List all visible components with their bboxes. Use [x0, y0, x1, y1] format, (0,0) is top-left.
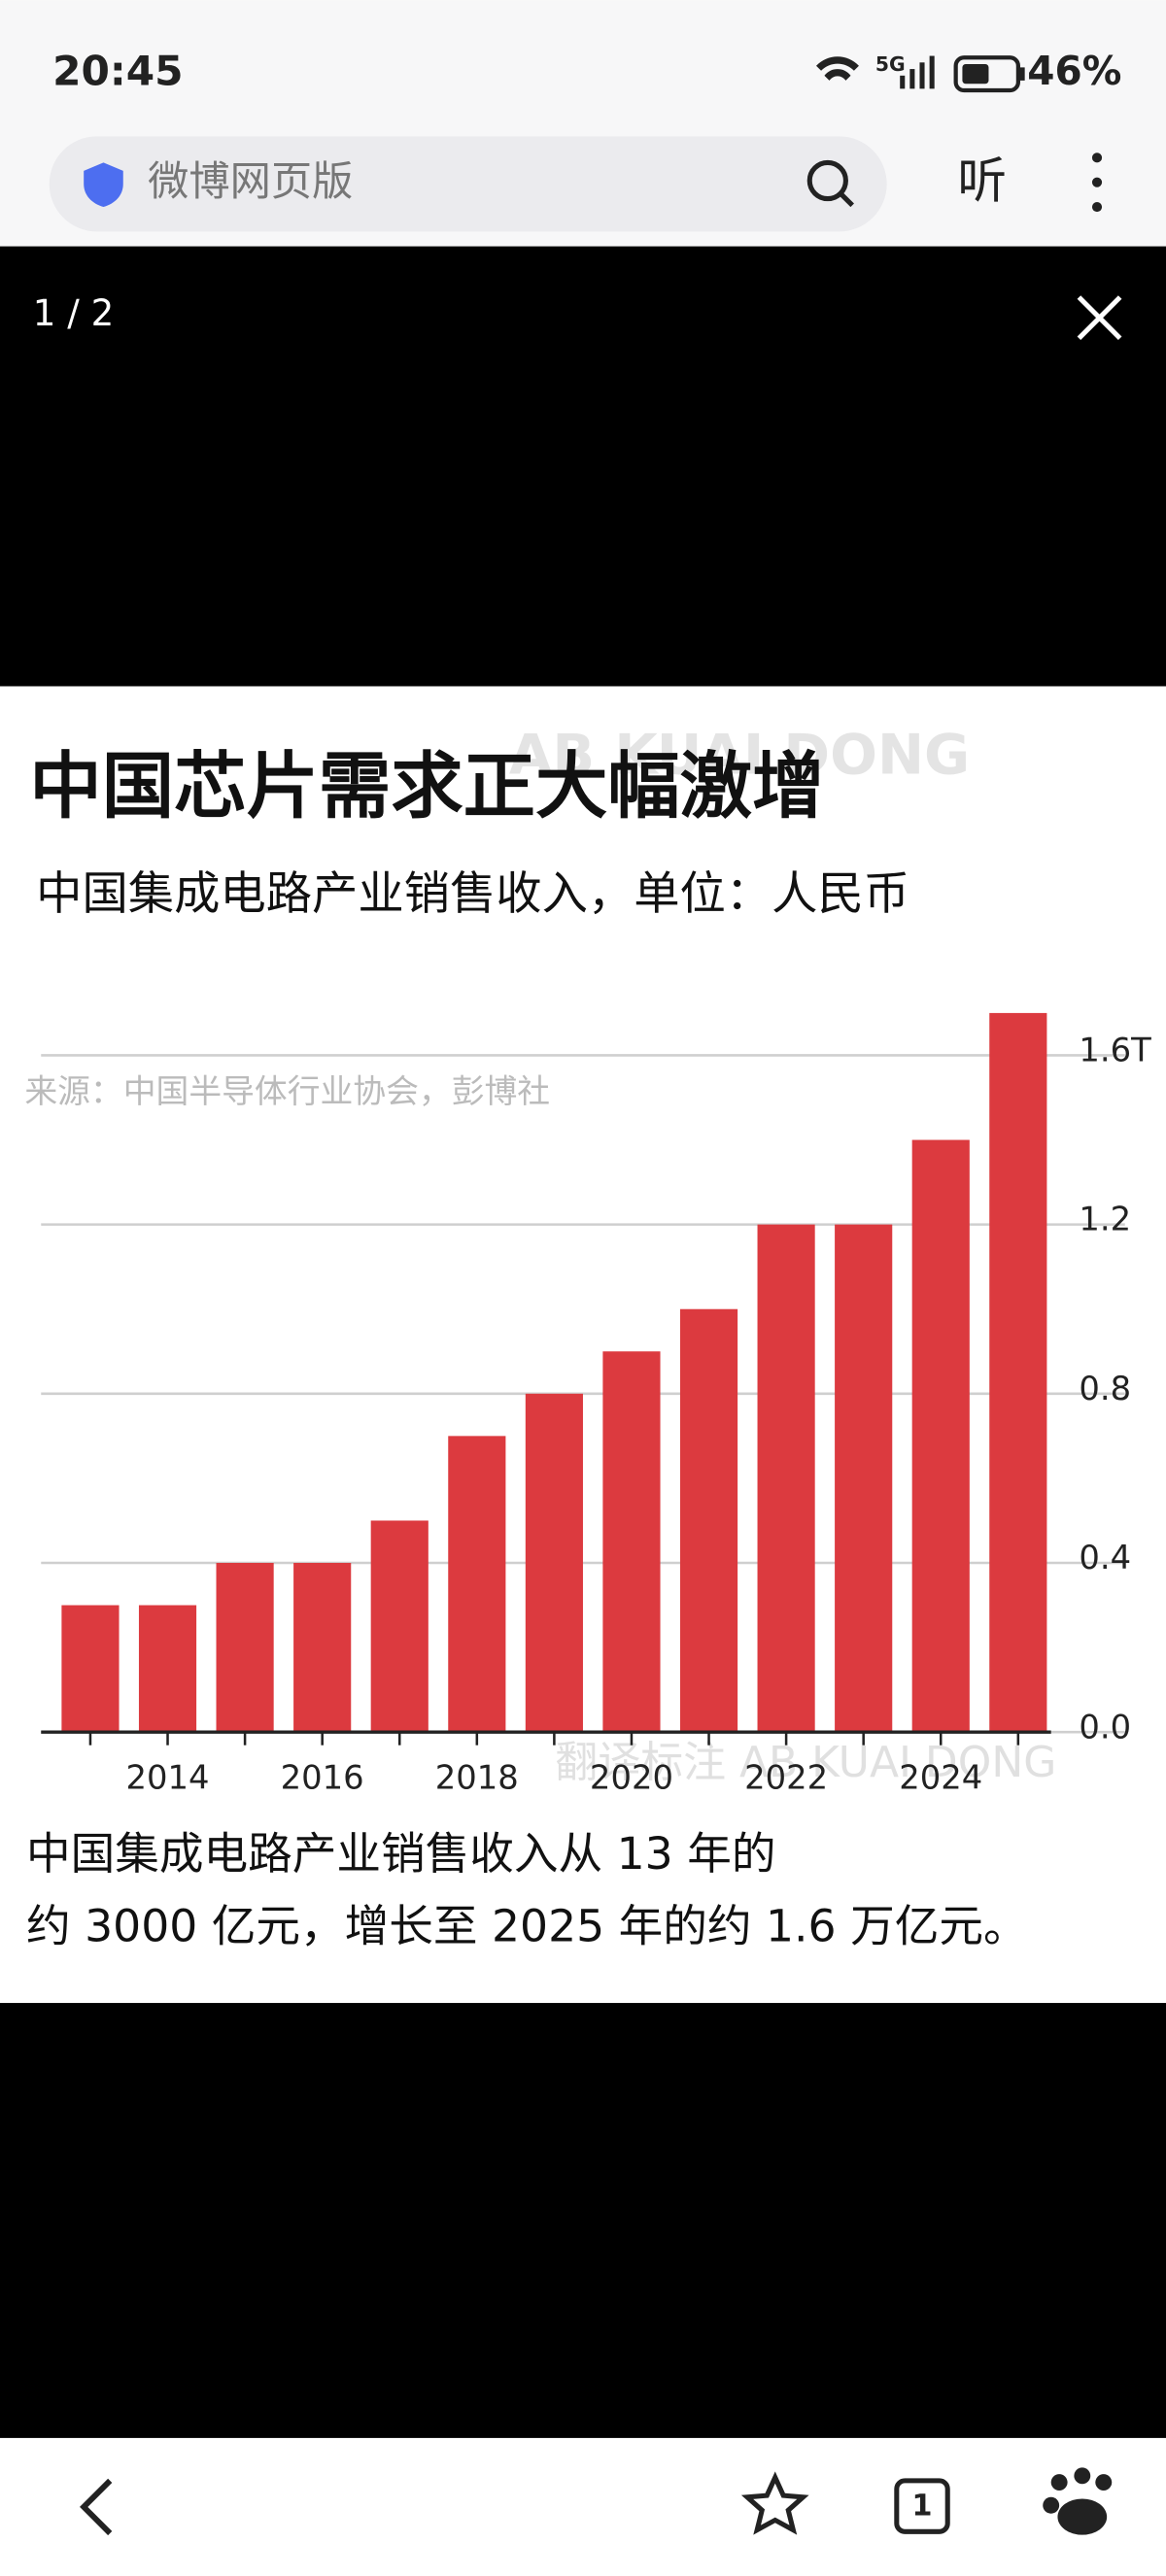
- watermark: AB KUAI DONG: [509, 723, 970, 788]
- y-tick-label: 1.2: [1079, 1201, 1131, 1238]
- image-counter: 1 / 2: [33, 291, 114, 334]
- bookmark-button[interactable]: [740, 2471, 809, 2535]
- status-time: 20:45: [52, 48, 184, 95]
- caption-line: 中国集成电路产业销售收入从 13 年的: [26, 1828, 775, 1880]
- bar: [370, 1520, 429, 1733]
- caption-line: 约 3000 亿元，增长至 2025 年的约 1.6 万亿元。: [26, 1900, 1028, 1951]
- y-tick-label: 1.6T: [1079, 1032, 1151, 1069]
- x-tick-label: 2020: [590, 1759, 673, 1797]
- close-button[interactable]: [1077, 295, 1122, 341]
- battery-level: 46%: [1027, 48, 1121, 94]
- menu-button[interactable]: [1091, 153, 1103, 213]
- address-bar[interactable]: [49, 136, 887, 232]
- chart: 0.0 0.4 0.8 1.2 1.6T 2014 2016 2018 2020 2022 2024: [41, 1012, 1151, 1797]
- image: [0, 686, 1166, 2004]
- x-tick-label: 2018: [435, 1759, 519, 1797]
- shield-icon: [84, 162, 123, 208]
- bar: [757, 1224, 815, 1733]
- listen-button[interactable]: 听: [957, 152, 1007, 209]
- bar: [989, 1012, 1047, 1733]
- back-button[interactable]: [80, 2478, 113, 2536]
- bar: [216, 1562, 274, 1733]
- bar: [138, 1605, 197, 1733]
- signal-icons: [816, 55, 1025, 93]
- bar: [911, 1139, 970, 1733]
- bar: [61, 1605, 120, 1733]
- chart-subtitle: 中国集成电路产业销售收入，单位：人民币: [36, 867, 909, 921]
- y-tick-label: 0.8: [1079, 1370, 1131, 1407]
- y-tick-label: 0.4: [1079, 1539, 1131, 1576]
- bottom-nav: [0, 2437, 1166, 2576]
- search-icon[interactable]: [806, 159, 854, 208]
- viewer-bottom: [0, 2003, 1166, 2438]
- chart-title: 中国芯片需求正大幅激增: [29, 744, 824, 829]
- chart-annotation: 翻译标注 AB KUAI DONG: [555, 1738, 1056, 1787]
- tabs-count: 1: [911, 2489, 932, 2523]
- bar: [679, 1308, 738, 1733]
- y-tick-label: 0.0: [1079, 1708, 1131, 1746]
- address-text: 微博网页版: [148, 157, 353, 205]
- bar: [602, 1351, 661, 1733]
- chart-source: 来源：中国半导体行业协会，彭博社: [24, 1072, 550, 1110]
- viewer-top: [0, 246, 1166, 687]
- network-type: 5G: [875, 52, 906, 76]
- bar: [525, 1393, 583, 1733]
- tabs-button[interactable]: [894, 2478, 950, 2534]
- bar: [293, 1562, 352, 1733]
- bar: [835, 1224, 893, 1733]
- baidu-button[interactable]: [1043, 2467, 1113, 2535]
- x-tick-label: 2014: [126, 1759, 210, 1797]
- x-tick-label: 2016: [281, 1759, 364, 1797]
- x-tick-label: 2022: [744, 1759, 828, 1797]
- bar: [448, 1436, 506, 1733]
- x-tick-label: 2024: [899, 1759, 982, 1797]
